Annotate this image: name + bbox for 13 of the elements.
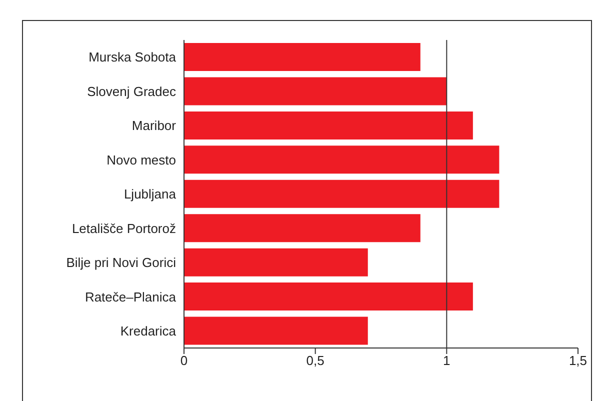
y-tick-label: Letališče Portorož bbox=[72, 220, 176, 236]
y-tick-label: Kredarica bbox=[120, 324, 177, 339]
x-tick-label: 1 bbox=[443, 353, 450, 368]
y-tick-label: Slovenj Gradec bbox=[87, 84, 176, 99]
x-tick-label: 0 bbox=[180, 353, 188, 368]
x-tick-label: 0,5 bbox=[306, 353, 324, 368]
y-tick-label: Rateče–Planica bbox=[84, 289, 177, 304]
y-tick-label: Murska Sobota bbox=[88, 50, 177, 65]
y-tick-label: Novo mesto bbox=[106, 152, 176, 168]
x-tick-label: 1,5 bbox=[568, 353, 588, 368]
y-tick-label: Maribor bbox=[132, 118, 177, 134]
y-tick-label: Ljubljana bbox=[124, 186, 177, 202]
y-tick-label: Bilje pri Novi Gorici bbox=[66, 255, 176, 270]
